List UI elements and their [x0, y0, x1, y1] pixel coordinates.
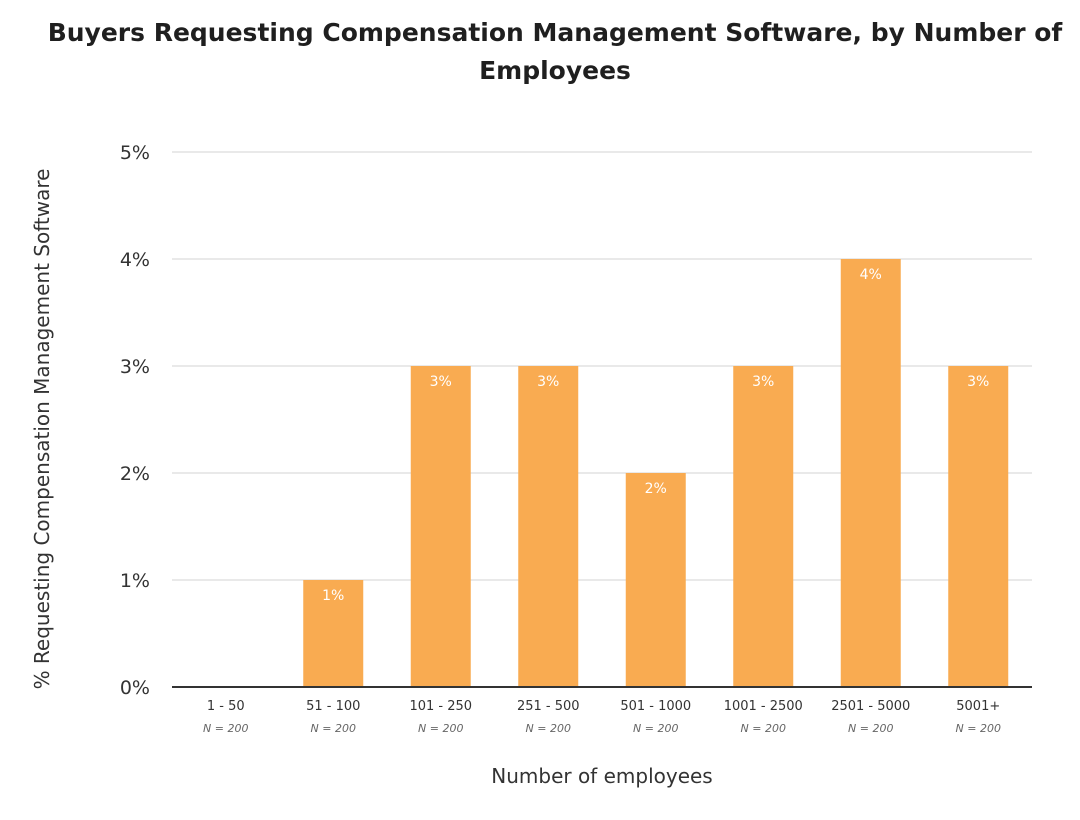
x-tick-note: N = 200 — [418, 722, 463, 735]
x-tick-note: N = 200 — [956, 722, 1001, 735]
y-tick-label: 3% — [120, 356, 150, 378]
data-label: 3% — [752, 374, 774, 390]
y-tick-label: 5% — [120, 142, 150, 164]
bar — [410, 366, 471, 687]
x-tick-label: 2501 - 5000 — [831, 699, 910, 714]
x-tick-label: 5001+ — [956, 699, 1000, 714]
bar — [733, 366, 794, 687]
x-tick-label: 1001 - 2500 — [724, 699, 803, 714]
x-tick-note: N = 200 — [311, 722, 356, 735]
chart-title: Buyers Requesting Compensation Managemen… — [47, 18, 1063, 85]
data-label: 3% — [537, 374, 559, 390]
y-tick-label: 2% — [120, 463, 150, 485]
bar — [840, 259, 901, 687]
bar — [948, 366, 1009, 687]
bar — [518, 366, 579, 687]
data-label: 1% — [322, 588, 344, 604]
x-tick-label: 51 - 100 — [306, 699, 360, 714]
data-label: 4% — [860, 267, 882, 283]
x-tick-note: N = 200 — [741, 722, 786, 735]
x-axis-label: Number of employees — [491, 764, 713, 788]
x-tick-note: N = 200 — [203, 722, 248, 735]
bar — [303, 580, 364, 687]
data-label: 3% — [967, 374, 989, 390]
x-tick-label: 501 - 1000 — [620, 699, 691, 714]
y-tick-label: 0% — [120, 677, 150, 699]
x-tick-label: 251 - 500 — [517, 699, 580, 714]
bar — [625, 473, 686, 687]
data-label: 3% — [430, 374, 452, 390]
x-tick-note: N = 200 — [848, 722, 893, 735]
data-label: 2% — [645, 481, 667, 497]
y-tick-label: 1% — [120, 570, 150, 592]
x-tick-label: 101 - 250 — [409, 699, 472, 714]
x-tick-note: N = 200 — [633, 722, 678, 735]
x-tick-label: 1 - 50 — [207, 699, 245, 714]
y-tick-label: 4% — [120, 249, 150, 271]
x-tick-note: N = 200 — [526, 722, 571, 735]
